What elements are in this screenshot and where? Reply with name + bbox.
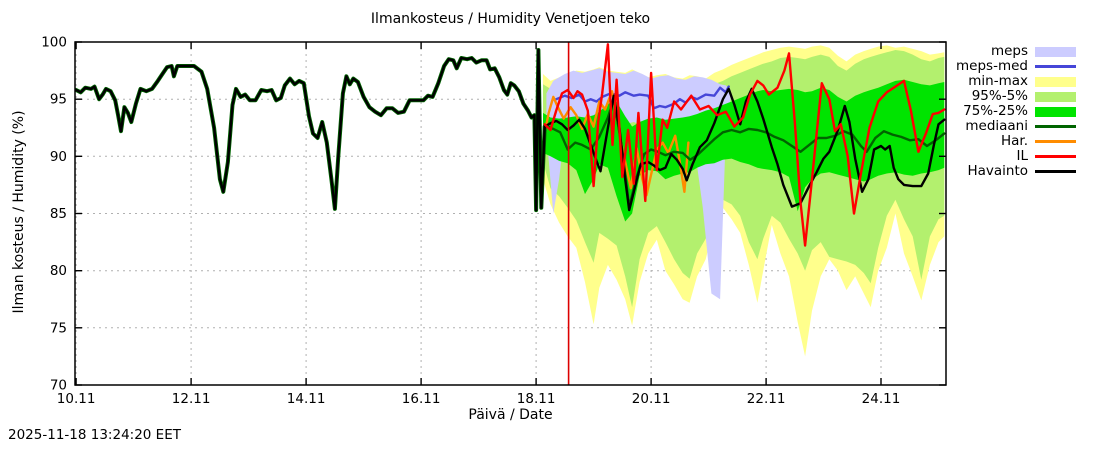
- y-axis-label: Ilman kosteus / Humidity (%): [11, 110, 27, 314]
- legend-swatch-line: [1035, 140, 1076, 143]
- legend-swatch-band: [1035, 46, 1076, 57]
- x-tick-labels: 10.11 12.11 14.11 16.11 18.11 20.11 22.11 24.11: [57, 391, 901, 407]
- line-mediaani: [543, 97, 946, 208]
- svg-text:20.11: 20.11: [632, 391, 671, 407]
- axis-ticks: [75, 41, 946, 386]
- legend-item-mediaani: mediaani: [956, 119, 1076, 134]
- legend-label: mediaani: [965, 118, 1028, 134]
- legend-label: 95%-5%: [971, 88, 1028, 104]
- legend-item-Havainto: Havainto: [956, 164, 1076, 179]
- legend-label: meps-med: [956, 58, 1028, 74]
- svg-text:14.11: 14.11: [287, 391, 326, 407]
- svg-text:12.11: 12.11: [172, 391, 211, 407]
- line-il: [543, 43, 946, 247]
- line-havainto: [75, 48, 946, 212]
- legend-item-min-max: min-max: [956, 74, 1076, 89]
- x-axis-label: Päivä / Date: [468, 407, 553, 423]
- svg-text:18.11: 18.11: [517, 391, 556, 407]
- svg-text:85: 85: [50, 206, 67, 222]
- svg-text:100: 100: [41, 35, 67, 51]
- legend-swatch-line: [1035, 155, 1076, 158]
- legend-label: min-max: [968, 73, 1028, 89]
- svg-text:75: 75: [50, 320, 67, 336]
- line-meps-med: [555, 85, 730, 110]
- legend-swatch-line: [1035, 170, 1076, 173]
- svg-text:90: 90: [50, 149, 67, 165]
- legend-label: IL: [1016, 148, 1028, 164]
- legend-item-IL: IL: [956, 149, 1076, 164]
- legend-label: meps: [990, 43, 1028, 59]
- legend-item-meps-med: meps-med: [956, 59, 1076, 74]
- legend-swatch-line: [1035, 65, 1076, 68]
- legend-swatch-line: [1035, 125, 1076, 128]
- chart-title: Ilmankosteus / Humidity Venetjoen teko: [370, 11, 651, 27]
- legend-label: Har.: [1000, 133, 1028, 149]
- legend-item-75%-25%: 75%-25%: [956, 104, 1076, 119]
- svg-text:24.11: 24.11: [862, 391, 901, 407]
- legend-label: 75%-25%: [963, 103, 1028, 119]
- render-timestamp: 2025-11-18 13:24:20 EET: [8, 427, 181, 443]
- legend-swatch-band: [1035, 91, 1076, 102]
- legend-label: Havainto: [967, 163, 1028, 179]
- svg-text:22.11: 22.11: [747, 391, 786, 407]
- svg-text:80: 80: [50, 263, 67, 279]
- svg-text:10.11: 10.11: [57, 391, 96, 407]
- svg-text:70: 70: [50, 378, 67, 394]
- legend-item-95%-5%: 95%-5%: [956, 89, 1076, 104]
- legend-item-meps: meps: [956, 44, 1076, 59]
- line-mediaani-history: [75, 48, 547, 213]
- svg-text:95: 95: [50, 92, 67, 108]
- band-75-25: [543, 79, 945, 222]
- y-tick-labels: 70 75 80 85 90 95 100: [41, 35, 67, 394]
- legend-swatch-band: [1035, 106, 1076, 117]
- svg-text:16.11: 16.11: [402, 391, 441, 407]
- chart-legend: meps meps-med min-max 95%-5% 75%-25% mediaani…: [956, 44, 1076, 179]
- legend-swatch-band: [1035, 76, 1076, 87]
- legend-item-Har.: Har.: [956, 134, 1076, 149]
